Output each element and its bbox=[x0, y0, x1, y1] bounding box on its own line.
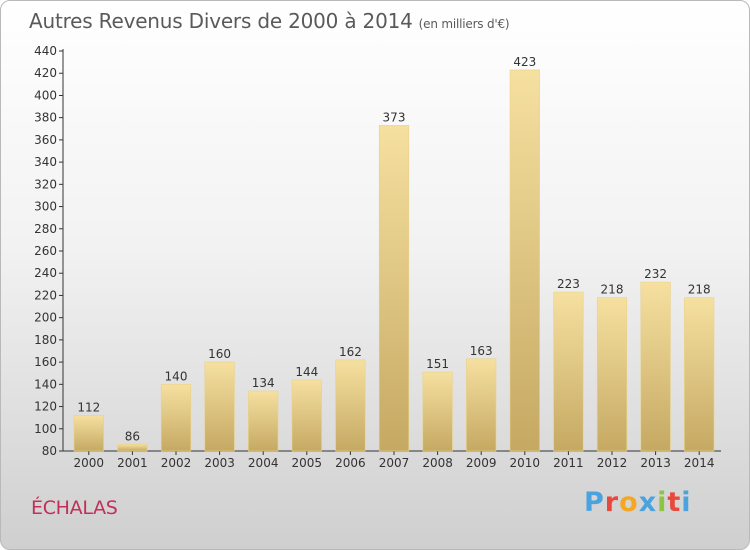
bar-2002 bbox=[160, 383, 192, 452]
y-tick-label: 220 bbox=[34, 288, 57, 302]
logo-letter: P bbox=[584, 487, 605, 518]
y-tick-label: 400 bbox=[34, 88, 57, 102]
data-label: 144 bbox=[295, 365, 318, 379]
logo-letter: i bbox=[657, 487, 668, 518]
bar-2003 bbox=[204, 361, 235, 452]
proxiti-logo[interactable]: Proxiti bbox=[584, 487, 692, 518]
data-label: 151 bbox=[426, 357, 449, 371]
x-tick-label: 2007 bbox=[379, 456, 410, 470]
bar-2010 bbox=[509, 69, 540, 452]
x-tick-label: 2005 bbox=[292, 456, 323, 470]
x-tick-label: 2003 bbox=[204, 456, 235, 470]
bar-2005 bbox=[291, 379, 322, 452]
x-tick-label: 2006 bbox=[335, 456, 366, 470]
bar-2013 bbox=[640, 281, 671, 452]
y-tick-label: 260 bbox=[34, 244, 57, 258]
y-tick-label: 180 bbox=[34, 333, 57, 347]
logo-letter: i bbox=[681, 487, 692, 518]
y-tick-label: 380 bbox=[34, 111, 57, 125]
data-label: 160 bbox=[208, 347, 231, 361]
y-tick-label: 240 bbox=[34, 266, 57, 280]
y-tick-label: 160 bbox=[34, 355, 57, 369]
y-tick-label: 300 bbox=[34, 200, 57, 214]
data-label: 232 bbox=[644, 267, 667, 281]
y-tick-label: 440 bbox=[34, 44, 57, 58]
bar-2001 bbox=[117, 443, 148, 452]
bar-2006 bbox=[335, 359, 366, 452]
x-tick-label: 2010 bbox=[510, 456, 541, 470]
y-tick-label: 100 bbox=[34, 422, 57, 436]
bar-2000 bbox=[73, 415, 104, 452]
logo-letter: r bbox=[604, 487, 620, 518]
logo-letter: x bbox=[638, 487, 658, 518]
data-label: 218 bbox=[601, 283, 624, 297]
y-tick-label: 320 bbox=[34, 177, 57, 191]
bar-2012 bbox=[596, 297, 628, 452]
logo-letter: t bbox=[667, 487, 682, 518]
bar-2004 bbox=[248, 390, 279, 452]
bar-2008 bbox=[422, 371, 453, 452]
logo-letter: o bbox=[619, 487, 639, 518]
bar-2011 bbox=[553, 291, 584, 452]
chart-unit-label: (en milliers d'€) bbox=[418, 17, 510, 31]
chart-axes: 80 100 120 140 160 180 200 220 240 260 280 300 320 34… bbox=[34, 44, 721, 458]
data-label: 423 bbox=[513, 55, 536, 69]
y-tick-label: 340 bbox=[34, 155, 57, 169]
x-tick-label: 2009 bbox=[466, 456, 497, 470]
x-tick-label: 2000 bbox=[74, 456, 105, 470]
x-tick-label: 2008 bbox=[422, 456, 453, 470]
data-label: 223 bbox=[557, 277, 580, 291]
y-tick-label: 200 bbox=[34, 311, 57, 325]
x-tick-label: 2011 bbox=[553, 456, 584, 470]
data-label: 373 bbox=[383, 110, 406, 124]
bar-2007 bbox=[378, 125, 410, 452]
chart-title-text: Autres Revenus Divers de 2000 à 2014 bbox=[29, 9, 413, 33]
x-tick-label: 2001 bbox=[117, 456, 148, 470]
y-tick-label: 360 bbox=[34, 133, 57, 147]
bar-2009 bbox=[466, 358, 497, 452]
chart-title: Autres Revenus Divers de 2000 à 2014 (en … bbox=[29, 9, 510, 33]
data-label: 140 bbox=[165, 369, 188, 383]
data-label: 162 bbox=[339, 345, 362, 359]
y-tick-label: 80 bbox=[42, 444, 57, 458]
place-name: ÉCHALAS bbox=[31, 497, 118, 519]
data-label: 112 bbox=[77, 400, 100, 414]
y-tick-label: 120 bbox=[34, 400, 57, 414]
x-tick-label: 2014 bbox=[684, 456, 715, 470]
data-label: 86 bbox=[125, 429, 140, 443]
data-label: 163 bbox=[470, 344, 493, 358]
y-tick-label: 420 bbox=[34, 66, 57, 80]
x-tick-label: 2002 bbox=[161, 456, 192, 470]
chart-labels: 2000 112 2001 86 2002 140 2003 160 2004 134 2005 14… bbox=[74, 55, 715, 470]
data-label: 218 bbox=[688, 283, 711, 297]
data-label: 134 bbox=[252, 376, 275, 390]
x-tick-label: 2004 bbox=[248, 456, 279, 470]
x-tick-label: 2012 bbox=[597, 456, 628, 470]
chart-bars bbox=[73, 69, 715, 452]
x-tick-label: 2013 bbox=[640, 456, 671, 470]
y-tick-label: 280 bbox=[34, 222, 57, 236]
bar-2014 bbox=[684, 297, 715, 452]
y-tick-label: 140 bbox=[34, 377, 57, 391]
